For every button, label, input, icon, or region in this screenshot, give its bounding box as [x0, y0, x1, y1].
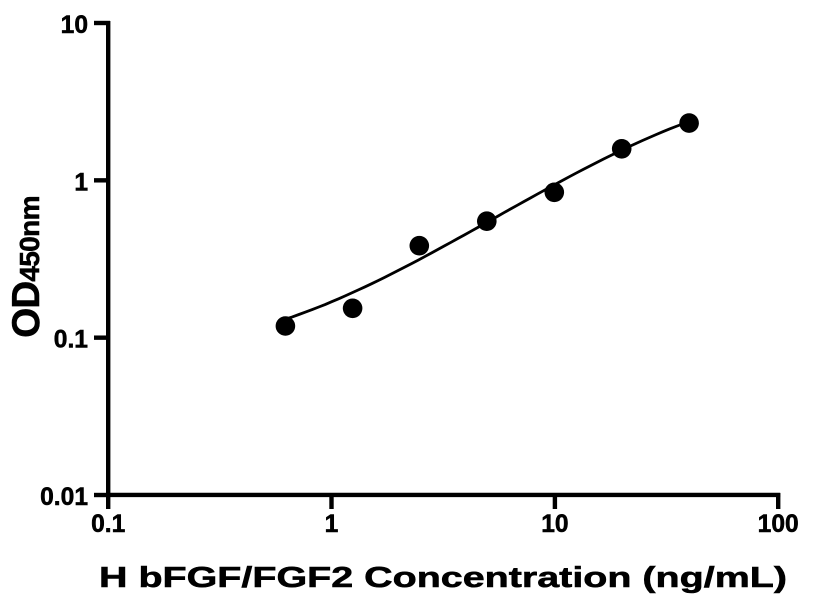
svg-text:0.1: 0.1 [54, 327, 88, 354]
svg-text:0.01: 0.01 [40, 484, 88, 511]
svg-text:1: 1 [74, 169, 88, 196]
svg-text:10: 10 [541, 511, 568, 538]
svg-text:0.1: 0.1 [91, 511, 125, 538]
svg-text:H bFGF/FGF2 Concentration (ng/: H bFGF/FGF2 Concentration (ng/mL) [99, 562, 787, 594]
svg-text:10: 10 [61, 12, 88, 39]
svg-text:1: 1 [325, 511, 339, 538]
svg-text:100: 100 [758, 511, 799, 538]
